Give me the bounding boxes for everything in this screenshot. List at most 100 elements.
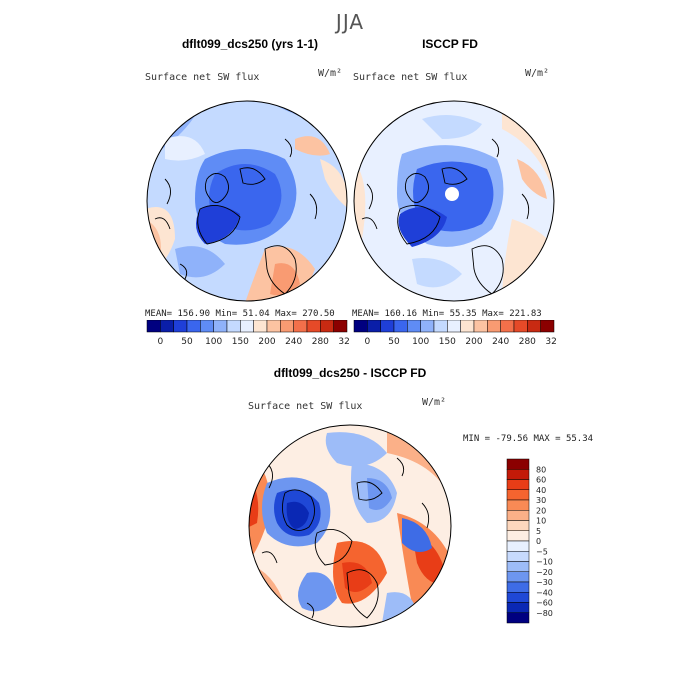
obs-max-label: Max= [482, 309, 504, 319]
diff-colorbar-swatch [506, 581, 530, 593]
diff-colorbar-swatch [506, 540, 530, 552]
diff-colorbar-tick-label: −10 [536, 558, 553, 567]
model-max-value: 270.50 [302, 309, 335, 319]
obs-colorbar: 0 50 100 150 200 240 280 320 [353, 320, 556, 347]
obs-colorbar-tick-label: 320 [545, 337, 556, 347]
diff-colorbar-tick-label: 60 [536, 476, 546, 485]
diff-panel-title: dflt099_dcs250 - ISCCP FD [273, 366, 427, 380]
obs-colorbar-tick-label: 0 [364, 337, 370, 347]
obs-mean-value: 160.16 [384, 309, 418, 319]
obs-colorbar-swatch [433, 320, 448, 333]
model-mean-value: 156.90 [177, 309, 211, 319]
obs-colorbar-swatch [500, 320, 515, 333]
model-colorbar-swatch [293, 320, 308, 333]
diff-colorbar-tick-label: 0 [536, 537, 541, 546]
diff-colorbar-swatch [506, 499, 530, 511]
model-colorbar-swatch [173, 320, 188, 333]
diff-colorbar-tick-label: 30 [536, 496, 546, 505]
model-colorbar-swatch [240, 320, 254, 333]
obs-colorbar-swatch [353, 320, 368, 333]
model-colorbar-tick-label: 200 [258, 337, 275, 347]
diff-units-label: W/m² [422, 397, 447, 408]
diff-colorbar-tick-label: 40 [536, 486, 546, 495]
model-colorbar-swatch [160, 320, 174, 333]
diff-colorbar-tick-label: 20 [536, 506, 546, 515]
obs-colorbar-swatch [540, 320, 555, 333]
diff-colorbar-swatch [506, 551, 530, 562]
diff-colorbar-swatch [506, 469, 530, 480]
obs-colorbar-swatch [487, 320, 501, 333]
model-min-value: 51.04 [242, 309, 270, 319]
obs-colorbar-tick-label: 50 [388, 337, 400, 347]
obs-colorbar-swatch [447, 320, 461, 333]
obs-colorbar-swatch [407, 320, 421, 333]
diff-polar-map [248, 424, 452, 628]
diff-minmax: MIN = -79.56 MAX = 55.34 [463, 434, 594, 444]
diff-colorbar-swatch [506, 592, 530, 603]
model-colorbar-tick-label: 240 [285, 337, 302, 347]
model-colorbar-tick-label: 320 [338, 337, 349, 347]
obs-colorbar-swatch [380, 320, 395, 333]
obs-colorbar-swatch [460, 320, 475, 333]
model-colorbar-swatch [253, 320, 268, 333]
diff-colorbar-tick-label: −40 [536, 588, 553, 597]
obs-mean-label: MEAN= [352, 309, 380, 319]
model-colorbar: 0 50 100 150 200 240 280 320 [146, 320, 349, 347]
model-colorbar-swatch [213, 320, 228, 333]
obs-colorbar-tick-label: 240 [492, 337, 509, 347]
obs-colorbar-swatch [527, 320, 541, 333]
obs-colorbar-swatch [420, 320, 435, 333]
model-colorbar-tick-label: 280 [312, 337, 329, 347]
diff-colorbar-tick-label: 5 [536, 527, 541, 536]
obs-polar-map [353, 100, 555, 302]
obs-colorbar-swatch [367, 320, 381, 333]
model-colorbar-swatch [186, 320, 201, 333]
diff-colorbar-swatch [506, 571, 530, 583]
model-stats: MEAN= 156.90 Min= 51.04 Max= 270.50 [145, 309, 335, 319]
diff-colorbar-swatch [506, 602, 530, 613]
diff-colorbar-swatch [506, 520, 530, 531]
model-colorbar-swatch [200, 320, 214, 333]
model-colorbar-swatch [306, 320, 321, 333]
obs-colorbar-tick-label: 150 [439, 337, 456, 347]
diff-colorbar-tick-label: 80 [536, 465, 546, 474]
diff-field-label: Surface net SW flux [248, 401, 363, 412]
diff-colorbar-swatch [506, 489, 530, 501]
model-colorbar-tick-label: 50 [181, 337, 193, 347]
obs-max-value: 221.83 [509, 309, 542, 319]
model-colorbar-tick-label: 150 [232, 337, 249, 347]
diff-colorbar-swatch [506, 458, 530, 470]
obs-units-label: W/m² [525, 68, 550, 79]
model-min-label: Min= [215, 309, 238, 319]
season-title: JJA [335, 10, 365, 34]
model-colorbar-swatch [226, 320, 241, 333]
diff-colorbar-swatch [506, 530, 530, 542]
model-colorbar-swatch [266, 320, 281, 333]
diff-colorbar-tick-label: −60 [536, 599, 553, 608]
diff-colorbar-swatch [506, 479, 530, 490]
model-panel-title: dflt099_dcs250 (yrs 1-1) [181, 37, 319, 51]
model-max-label: Max= [275, 309, 297, 319]
obs-colorbar-swatch [513, 320, 528, 333]
model-colorbar-swatch [333, 320, 348, 333]
diff-colorbar-tick-label: −30 [536, 578, 553, 587]
obs-colorbar-swatch [473, 320, 488, 333]
diff-colorbar-tick-label: −20 [536, 568, 553, 577]
model-colorbar-swatch [280, 320, 294, 333]
diff-colorbar-swatch [506, 510, 530, 521]
diff-colorbar-swatch [506, 561, 530, 572]
diff-colorbar-tick-label: 10 [536, 517, 546, 526]
obs-min-label: Min= [422, 309, 445, 319]
obs-field-label: Surface net SW flux [353, 72, 468, 83]
obs-colorbar-tick-label: 100 [412, 337, 429, 347]
model-polar-map [146, 100, 348, 302]
obs-colorbar-tick-label: 200 [465, 337, 482, 347]
model-mean-label: MEAN= [145, 309, 173, 319]
model-colorbar-tick-label: 0 [157, 337, 163, 347]
diff-colorbar-tick-label: −80 [536, 609, 553, 618]
model-colorbar-swatch [146, 320, 161, 333]
model-colorbar-swatch [320, 320, 334, 333]
obs-colorbar-swatch [393, 320, 408, 333]
diff-colorbar-tick-label: −5 [536, 547, 548, 556]
